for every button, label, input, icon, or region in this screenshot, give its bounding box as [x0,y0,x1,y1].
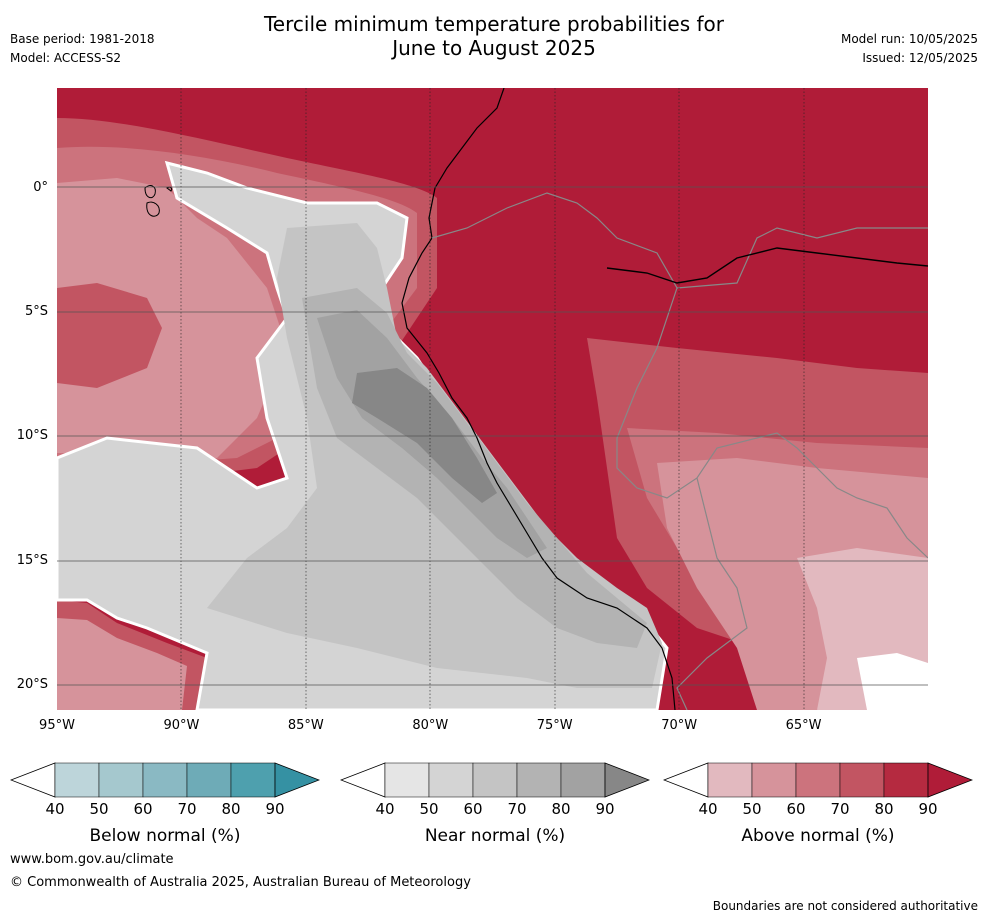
colorbar-segment [186,762,232,798]
colorbar-segment [516,762,562,798]
colorbar-segment [795,762,841,798]
colorbar-title: Below normal (%) [89,826,241,846]
colorbar-title: Above normal (%) [741,826,895,846]
lon-tick-label: 95°W [39,718,75,733]
probability-map [57,88,928,710]
colorbar-tick-label: 80 [874,800,894,818]
colorbar-high-extension [927,762,973,798]
colorbar-tick-label: 50 [742,800,762,818]
model-name: Model: ACCESS-S2 [10,51,122,65]
lon-tick-label: 85°W [287,718,324,733]
region-above-70-patch [57,283,162,388]
colorbar-segment [98,762,144,798]
colorbar-tick-label: 40 [698,800,718,818]
issued-date: Issued: 12/05/2025 [862,51,978,65]
colorbar-tick-label: 90 [595,800,615,818]
colorbar-segment [883,762,929,798]
colorbar-tick-label: 40 [45,800,65,818]
galapagos-islands [144,185,173,217]
colorbar-segment [54,762,100,798]
lat-tick-label: 20°S [16,677,48,693]
region-above-50-sw [57,618,187,710]
colorbar-segment [751,762,797,798]
colorbar-tick-label: 70 [507,800,527,818]
colorbar-segment [560,762,606,798]
river [606,247,928,284]
colorbar-tick-label: 80 [551,800,571,818]
colorbar-tick-label: 90 [918,800,938,818]
copyright-notice: © Commonwealth of Australia 2025, Austra… [10,875,471,890]
colorbar-tick-label: 50 [419,800,439,818]
meta-right: Model run: 10/05/2025 Issued: 12/05/2025 [841,30,978,68]
colorbar-title: Near normal (%) [424,826,566,846]
colorbar-tick-label: 60 [463,800,483,818]
colorbar-tick-label: 80 [221,800,241,818]
website-credit[interactable]: www.bom.gov.au/climate [10,852,174,867]
title-line-1: Tercile minimum temperature probabilitie… [263,12,725,36]
coastline [401,88,676,710]
gridlines [180,88,805,710]
model-run: Model run: 10/05/2025 [840,32,978,46]
colorbar-low-extension [340,762,386,798]
region-above-50-east [657,458,928,710]
colorbar-tick-label: 50 [89,800,109,818]
colorbar-segment [142,762,188,798]
title-line-2: June to August 2025 [392,36,596,60]
lon-tick-label: 65°W [785,718,822,733]
colorbar-segment [839,762,885,798]
lat-tick-label: 5°S [24,303,48,319]
colorbar-tick-label: 70 [177,800,197,818]
region-white-se [857,653,928,710]
base-period: Base period: 1981-2018 [10,32,155,46]
colorbar [10,762,320,798]
chart-title: Tercile minimum temperature probabilitie… [0,12,988,60]
colorbar-segment [428,762,474,798]
region-above-50-west [57,178,287,458]
lat-tick-label: 10°S [16,428,48,444]
meta-left: Base period: 1981-2018 Model: ACCESS-S2 [10,30,155,68]
country-borders [431,192,928,710]
colorbar-segment [472,762,518,798]
boundary-disclaimer: Boundaries are not considered authoritat… [712,899,978,913]
colorbar-tick-label: 60 [786,800,806,818]
colorbar-tick-label: 60 [133,800,153,818]
colorbar-segment [230,762,276,798]
colorbar-segment [707,762,753,798]
colorbar-low-extension [663,762,709,798]
colorbar-segment [384,762,430,798]
colorbar-tick-label: 40 [375,800,395,818]
colorbar-high-extension [274,762,320,798]
colorbar [663,762,973,798]
region-near-90 [352,368,497,503]
colorbar [340,762,650,798]
lon-tick-label: 75°W [536,718,573,733]
lon-tick-label: 70°W [661,718,698,733]
lat-tick-label: 15°S [16,552,48,568]
colorbar-tick-label: 70 [830,800,850,818]
colorbar-low-extension [10,762,56,798]
lat-tick-label: 0° [33,179,48,195]
lon-tick-label: 80°W [412,718,449,733]
colorbar-tick-label: 90 [265,800,285,818]
lat-gridlines [57,186,928,686]
colorbar-high-extension [604,762,650,798]
lon-tick-label: 90°W [163,718,200,733]
